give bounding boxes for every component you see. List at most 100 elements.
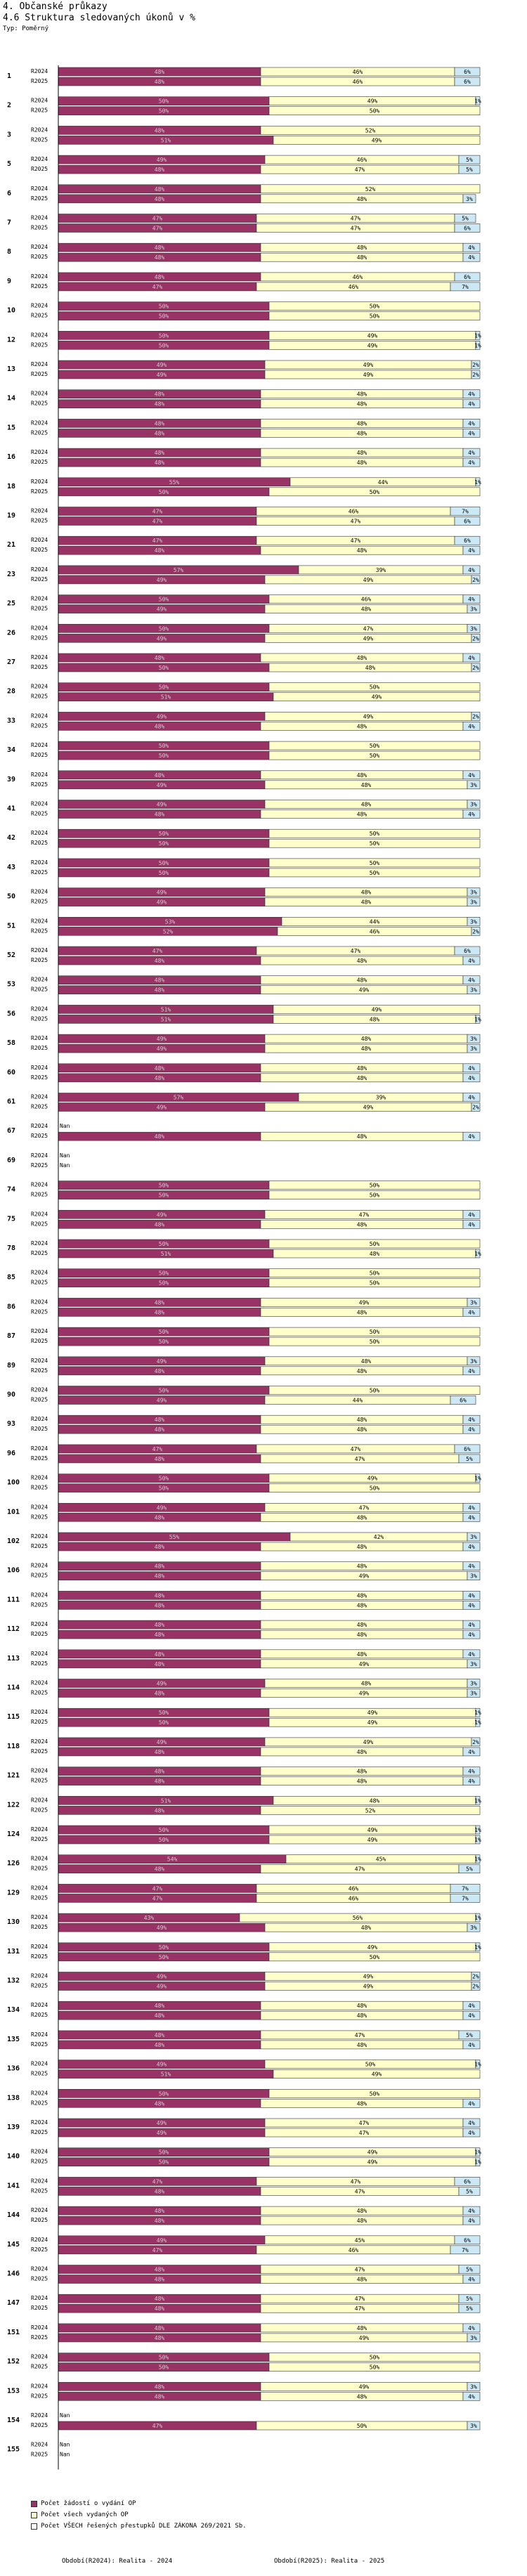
no-data-label: Nan: [60, 1162, 70, 1169]
bar-value-label: 48%: [155, 274, 165, 280]
bar-value-label: 48%: [155, 1221, 165, 1228]
bar-value-label: 47%: [355, 2188, 365, 2194]
group-label: 147: [7, 2299, 20, 2307]
group-label: 102: [7, 1537, 20, 1545]
bar-value-label: 4%: [468, 2130, 475, 2136]
bar-value-label: 47%: [152, 1446, 163, 1452]
year-label: R2025: [31, 869, 48, 876]
bar-value-label: 4%: [468, 1095, 475, 1101]
bar-value-label: 1%: [474, 1797, 481, 1804]
bar-value-label: 4%: [468, 1592, 475, 1599]
legend-swatch-zadosti: [31, 2500, 37, 2507]
group-label: 74: [7, 1186, 15, 1194]
bar-segment-s3: [454, 223, 481, 233]
bar-value-label: 54%: [167, 1856, 178, 1863]
bar-segment-s2: [268, 858, 481, 868]
bar-value-label: 48%: [155, 2335, 165, 2341]
bar-value-label: 3%: [470, 1661, 477, 1667]
bar-value-label: 48%: [155, 1592, 165, 1599]
bar-segment-s3: [462, 1542, 481, 1552]
year-label: R2025: [31, 2334, 48, 2341]
bar-segment-s3: [475, 1717, 481, 1727]
year-label: R2024: [31, 1592, 48, 1598]
group-label: 138: [7, 2094, 20, 2102]
bar-segment-s3: [467, 1923, 481, 1932]
bar-value-label: 50%: [159, 1241, 169, 1247]
bar-value-label: 50%: [370, 489, 380, 495]
year-label: R2024: [31, 1533, 48, 1540]
bar-segment-s3: [462, 1649, 481, 1659]
group-label: 39: [7, 776, 15, 783]
bar-value-label: 7%: [462, 509, 469, 515]
group-label: 140: [7, 2153, 20, 2161]
bar-segment-s3: [462, 975, 481, 984]
bar-value-label: 47%: [152, 509, 163, 515]
bar-value-label: 4%: [468, 1514, 475, 1521]
year-label: R2025: [31, 225, 48, 231]
bar-segment-s3: [475, 1249, 481, 1258]
bar-value-label: 48%: [361, 1358, 372, 1365]
bar-value-label: 46%: [353, 69, 363, 75]
bar-segment-s3: [462, 242, 481, 252]
bar-value-label: 1%: [474, 1476, 481, 1482]
bar-value-label: 48%: [155, 1563, 165, 1570]
bar-value-label: 49%: [157, 2130, 167, 2136]
bar-value-label: 1%: [474, 1719, 481, 1726]
bar-segment-s3: [462, 252, 481, 262]
bar-value-label: 48%: [357, 391, 367, 398]
bar-value-label: 2%: [472, 1105, 479, 1111]
bar-segment-s2: [260, 184, 481, 194]
group-label: 126: [7, 1860, 20, 1868]
bar-segment-s3: [454, 214, 476, 223]
bar-value-label: 49%: [367, 1944, 378, 1951]
bar-value-label: 49%: [157, 802, 167, 808]
year-label: R2024: [31, 1416, 48, 1422]
bar-value-label: 48%: [357, 1426, 367, 1433]
bar-value-label: 51%: [161, 1016, 171, 1022]
year-label: R2025: [31, 722, 48, 729]
bar-segment-s2: [268, 1483, 481, 1492]
bar-segment-s3: [471, 633, 481, 643]
group-label: 18: [7, 483, 15, 490]
year-label: R2024: [31, 1475, 48, 1481]
bar-segment-s3: [475, 1854, 481, 1863]
bar-value-label: 2%: [472, 362, 479, 368]
bar-value-label: 48%: [357, 2277, 367, 2283]
year-label: R2025: [31, 1280, 48, 1286]
bar-value-label: 49%: [359, 1661, 370, 1667]
year-label: R2025: [31, 1631, 48, 1637]
group-label: 21: [7, 541, 15, 549]
no-data-label: Nan: [60, 1123, 70, 1129]
bar-value-label: 48%: [155, 2393, 165, 2400]
bar-segment-s3: [462, 809, 481, 819]
group-label: 56: [7, 1010, 15, 1017]
bar-value-label: 49%: [367, 98, 378, 105]
legend-label-vydane: Počet všech vydaných OP: [41, 2511, 129, 2518]
bar-value-label: 4%: [468, 1417, 475, 1423]
year-label: R2025: [31, 1485, 48, 1491]
bar-value-label: 48%: [361, 1925, 372, 1931]
year-label: R2024: [31, 596, 48, 602]
bar-value-label: 49%: [157, 635, 167, 642]
bar-value-label: 6%: [464, 948, 471, 954]
group-label: 9: [7, 278, 11, 285]
bar-segment-s3: [471, 927, 481, 936]
group-label: 118: [7, 1743, 20, 1750]
bar-segment-s3: [475, 1707, 481, 1717]
bar-value-label: 48%: [370, 1251, 380, 1257]
year-label: R2025: [31, 195, 48, 202]
footer-period-2024: Období(R2024): Realita - 2024: [62, 2558, 173, 2565]
year-label: R2024: [31, 1563, 48, 1569]
bar-value-label: 50%: [159, 860, 169, 866]
bar-value-label: 49%: [157, 1398, 167, 1404]
report-title: 4. Občanské průkazy: [3, 1, 108, 12]
bar-value-label: 48%: [155, 2003, 165, 2009]
bar-segment-s2: [268, 487, 481, 497]
year-label: R2024: [31, 1826, 48, 1833]
bar-value-label: 3%: [470, 1358, 477, 1365]
bar-segment-s3: [458, 1864, 481, 1873]
group-label: 8: [7, 248, 11, 256]
group-label: 13: [7, 365, 15, 373]
bar-segment-s2: [268, 1190, 481, 1199]
bar-segment-s3: [462, 565, 481, 575]
